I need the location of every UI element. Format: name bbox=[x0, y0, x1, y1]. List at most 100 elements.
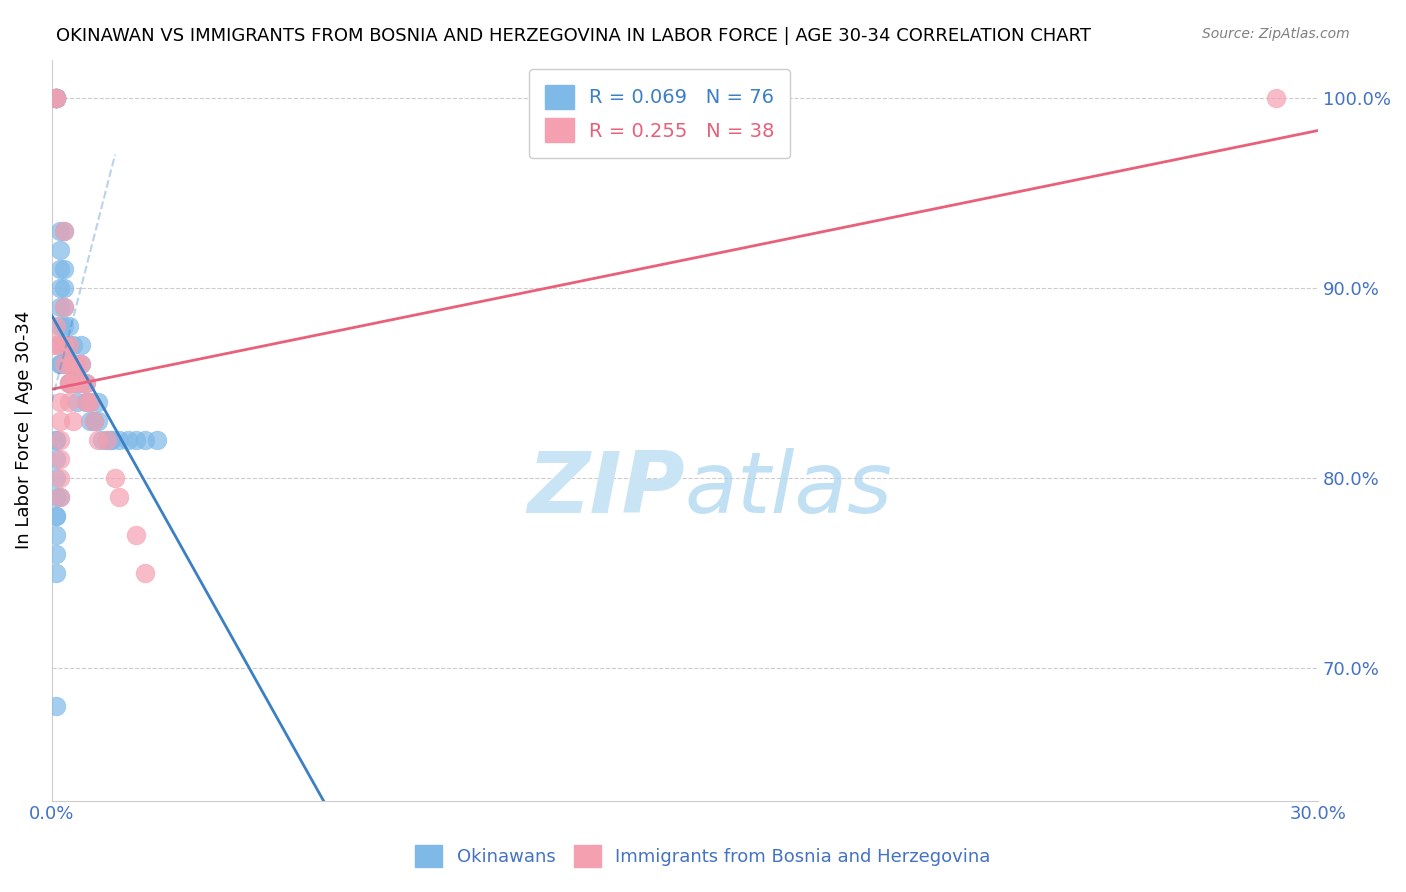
Point bbox=[45, 698, 67, 713]
Point bbox=[45, 90, 67, 104]
Legend: Okinawans, Immigrants from Bosnia and Herzegovina: Okinawans, Immigrants from Bosnia and He… bbox=[408, 838, 998, 874]
Point bbox=[62, 376, 84, 390]
Point bbox=[58, 394, 80, 409]
Point bbox=[45, 547, 67, 561]
Point bbox=[49, 337, 72, 351]
Point bbox=[75, 394, 97, 409]
Point bbox=[53, 300, 76, 314]
Point bbox=[62, 357, 84, 371]
Point bbox=[70, 376, 93, 390]
Point bbox=[49, 433, 72, 447]
Point bbox=[53, 357, 76, 371]
Point bbox=[49, 357, 72, 371]
Point bbox=[45, 318, 67, 333]
Point bbox=[79, 414, 101, 428]
Text: OKINAWAN VS IMMIGRANTS FROM BOSNIA AND HERZEGOVINA IN LABOR FORCE | AGE 30-34 CO: OKINAWAN VS IMMIGRANTS FROM BOSNIA AND H… bbox=[56, 27, 1091, 45]
Legend: R = 0.069   N = 76, R = 0.255   N = 38: R = 0.069 N = 76, R = 0.255 N = 38 bbox=[529, 70, 790, 158]
Point bbox=[45, 433, 67, 447]
Point bbox=[75, 394, 97, 409]
Point bbox=[49, 490, 72, 504]
Point bbox=[87, 394, 110, 409]
Point bbox=[134, 433, 156, 447]
Point bbox=[66, 376, 89, 390]
Point bbox=[45, 470, 67, 484]
Point bbox=[58, 337, 80, 351]
Point bbox=[53, 357, 76, 371]
Text: atlas: atlas bbox=[685, 448, 893, 531]
Point bbox=[45, 90, 67, 104]
Point bbox=[91, 433, 114, 447]
Point bbox=[96, 433, 118, 447]
Point bbox=[45, 337, 67, 351]
Point bbox=[45, 90, 67, 104]
Point bbox=[49, 414, 72, 428]
Point bbox=[58, 357, 80, 371]
Point bbox=[45, 90, 67, 104]
Text: ZIP: ZIP bbox=[527, 448, 685, 531]
Point bbox=[49, 394, 72, 409]
Point bbox=[45, 90, 67, 104]
Point bbox=[108, 490, 131, 504]
Point bbox=[79, 394, 101, 409]
Point bbox=[45, 337, 67, 351]
Point bbox=[53, 261, 76, 276]
Point bbox=[49, 490, 72, 504]
Point bbox=[53, 224, 76, 238]
Point bbox=[45, 527, 67, 541]
Point bbox=[49, 261, 72, 276]
Point bbox=[62, 357, 84, 371]
Point bbox=[45, 508, 67, 523]
Point bbox=[70, 357, 93, 371]
Point bbox=[66, 357, 89, 371]
Point bbox=[49, 318, 72, 333]
Point bbox=[58, 376, 80, 390]
Point bbox=[79, 394, 101, 409]
Point bbox=[58, 337, 80, 351]
Point bbox=[49, 243, 72, 257]
Y-axis label: In Labor Force | Age 30-34: In Labor Force | Age 30-34 bbox=[15, 311, 32, 549]
Point bbox=[53, 224, 76, 238]
Point bbox=[49, 300, 72, 314]
Point bbox=[83, 414, 105, 428]
Point bbox=[62, 376, 84, 390]
Point bbox=[53, 357, 76, 371]
Point bbox=[108, 433, 131, 447]
Point bbox=[58, 376, 80, 390]
Point bbox=[53, 318, 76, 333]
Point bbox=[87, 433, 110, 447]
Point bbox=[45, 90, 67, 104]
Point bbox=[45, 90, 67, 104]
Point bbox=[45, 490, 67, 504]
Point bbox=[45, 90, 67, 104]
Point bbox=[66, 357, 89, 371]
Point bbox=[62, 414, 84, 428]
Point bbox=[75, 376, 97, 390]
Point bbox=[146, 433, 169, 447]
Point bbox=[83, 414, 105, 428]
Point bbox=[58, 357, 80, 371]
Point bbox=[45, 90, 67, 104]
Point bbox=[83, 414, 105, 428]
Point bbox=[75, 376, 97, 390]
Point bbox=[70, 337, 93, 351]
Point bbox=[45, 433, 67, 447]
Text: Source: ZipAtlas.com: Source: ZipAtlas.com bbox=[1202, 27, 1350, 41]
Point bbox=[53, 300, 76, 314]
Point bbox=[49, 470, 72, 484]
Point bbox=[53, 280, 76, 294]
Point bbox=[100, 433, 122, 447]
Point bbox=[104, 470, 127, 484]
Point bbox=[49, 224, 72, 238]
Point bbox=[62, 337, 84, 351]
Point bbox=[100, 433, 122, 447]
Point bbox=[62, 376, 84, 390]
Point bbox=[70, 357, 93, 371]
Point bbox=[53, 337, 76, 351]
Point bbox=[66, 394, 89, 409]
Point bbox=[45, 566, 67, 580]
Point bbox=[1264, 90, 1286, 104]
Point bbox=[117, 433, 139, 447]
Point bbox=[96, 433, 118, 447]
Point bbox=[58, 376, 80, 390]
Point bbox=[66, 376, 89, 390]
